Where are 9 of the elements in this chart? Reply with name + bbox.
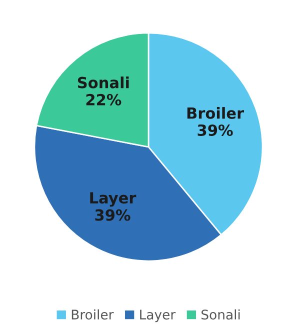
legend-label: Sonali: [202, 309, 240, 320]
data-label: 22%: [86, 94, 122, 106]
slice-label: Broiler: [187, 107, 244, 119]
slice-label: Layer: [90, 192, 136, 207]
data-label: 39%: [95, 209, 130, 221]
slice-label: Sonali: [78, 76, 129, 88]
legend-label: Broiler: [72, 309, 114, 320]
legend-label: Layer: [140, 310, 176, 322]
data-label: 39%: [198, 124, 233, 136]
